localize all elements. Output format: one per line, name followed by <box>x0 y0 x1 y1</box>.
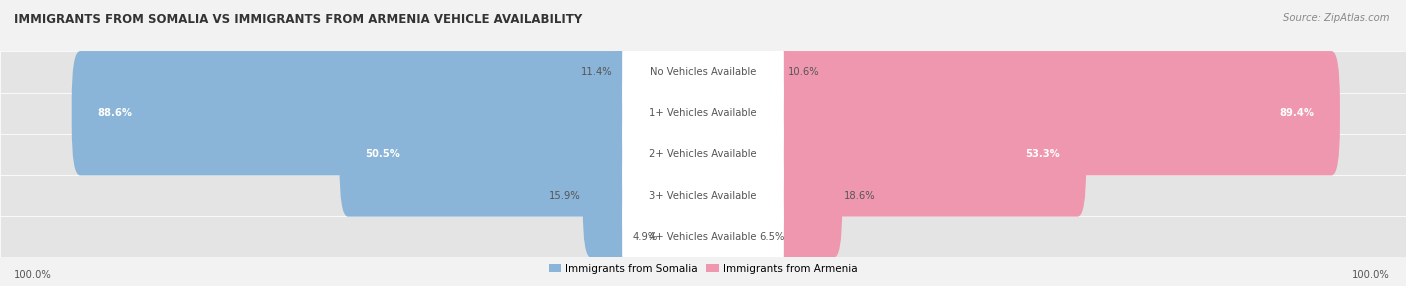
Text: 10.6%: 10.6% <box>787 67 820 77</box>
Text: 11.4%: 11.4% <box>581 67 613 77</box>
Text: 4.9%: 4.9% <box>633 232 658 242</box>
FancyBboxPatch shape <box>695 51 1340 175</box>
Text: 100.0%: 100.0% <box>14 270 52 279</box>
FancyBboxPatch shape <box>583 134 711 258</box>
FancyBboxPatch shape <box>0 134 1406 175</box>
FancyBboxPatch shape <box>661 175 711 286</box>
FancyBboxPatch shape <box>695 175 756 286</box>
Text: IMMIGRANTS FROM SOMALIA VS IMMIGRANTS FROM ARMENIA VEHICLE AVAILABILITY: IMMIGRANTS FROM SOMALIA VS IMMIGRANTS FR… <box>14 13 582 26</box>
Text: 100.0%: 100.0% <box>1351 270 1389 279</box>
FancyBboxPatch shape <box>72 51 711 175</box>
FancyBboxPatch shape <box>695 134 842 258</box>
Text: 6.5%: 6.5% <box>759 232 785 242</box>
FancyBboxPatch shape <box>695 92 1087 217</box>
Text: No Vehicles Available: No Vehicles Available <box>650 67 756 77</box>
Text: 50.5%: 50.5% <box>366 150 401 159</box>
Text: 4+ Vehicles Available: 4+ Vehicles Available <box>650 232 756 242</box>
Text: 18.6%: 18.6% <box>844 191 876 200</box>
Text: 88.6%: 88.6% <box>97 108 132 118</box>
Text: 2+ Vehicles Available: 2+ Vehicles Available <box>650 150 756 159</box>
FancyBboxPatch shape <box>621 58 785 168</box>
Text: 15.9%: 15.9% <box>548 191 581 200</box>
FancyBboxPatch shape <box>0 216 1406 257</box>
FancyBboxPatch shape <box>340 92 711 217</box>
FancyBboxPatch shape <box>621 182 785 286</box>
Text: 53.3%: 53.3% <box>1025 150 1060 159</box>
FancyBboxPatch shape <box>621 17 785 127</box>
Text: 89.4%: 89.4% <box>1279 108 1315 118</box>
FancyBboxPatch shape <box>621 99 785 210</box>
Legend: Immigrants from Somalia, Immigrants from Armenia: Immigrants from Somalia, Immigrants from… <box>544 260 862 278</box>
FancyBboxPatch shape <box>0 51 1406 93</box>
FancyBboxPatch shape <box>621 140 785 251</box>
FancyBboxPatch shape <box>0 93 1406 134</box>
Text: 3+ Vehicles Available: 3+ Vehicles Available <box>650 191 756 200</box>
FancyBboxPatch shape <box>614 10 711 134</box>
Text: Source: ZipAtlas.com: Source: ZipAtlas.com <box>1282 13 1389 23</box>
FancyBboxPatch shape <box>695 10 786 134</box>
FancyBboxPatch shape <box>0 175 1406 216</box>
Text: 1+ Vehicles Available: 1+ Vehicles Available <box>650 108 756 118</box>
